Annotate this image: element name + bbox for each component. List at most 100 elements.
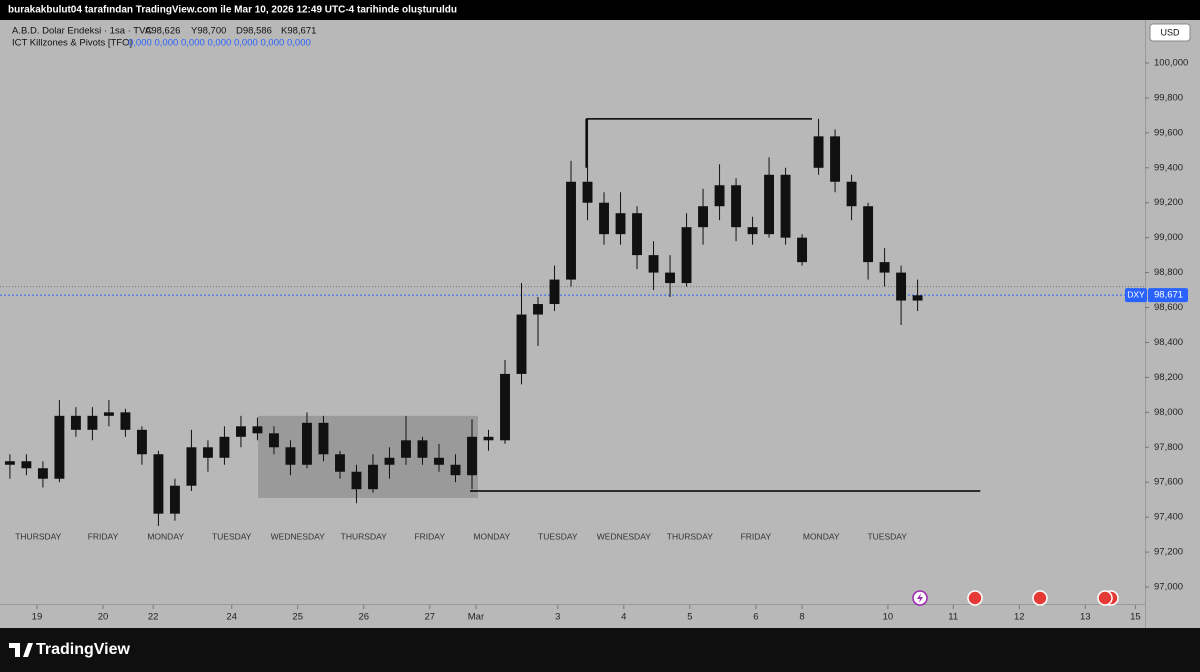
event-icon[interactable] [1097, 590, 1113, 606]
candle-body [500, 373, 510, 441]
session-label: TUESDAY [538, 531, 578, 541]
last-price-text: 98,671 [1154, 290, 1183, 301]
candle-body [368, 464, 378, 490]
indicator-value: 0,000 [208, 38, 232, 49]
y-tick-label: 98,400 [1154, 337, 1183, 348]
candle-body [896, 272, 907, 301]
session-label: FRIDAY [88, 531, 119, 541]
x-tick-label: 22 [148, 612, 159, 623]
x-tick-label: 4 [621, 612, 626, 623]
session-label: THURSDAY [341, 531, 387, 541]
session-label: WEDNESDAY [597, 531, 651, 541]
x-tick-label: 11 [948, 612, 958, 623]
session-label: TUESDAY [867, 531, 907, 541]
candle-body [103, 412, 114, 416]
y-tick-label: 99,000 [1154, 232, 1183, 243]
y-tick-label: 99,400 [1154, 162, 1183, 173]
y-tick-label: 99,800 [1154, 92, 1183, 103]
symbol-tag [1125, 288, 1147, 303]
y-tick-label: 97,800 [1154, 442, 1183, 453]
candle-body [4, 461, 15, 465]
session-label: FRIDAY [414, 531, 445, 541]
x-tick-label: 8 [799, 612, 804, 623]
session-label: MONDAY [147, 531, 184, 541]
session-label: WEDNESDAY [271, 531, 325, 541]
indicator-name[interactable]: ICT Killzones & Pivots [TFO] [12, 38, 132, 49]
candle-body [533, 304, 543, 315]
candle-body [252, 426, 263, 434]
x-tick-label: 5 [687, 612, 692, 623]
session-label: MONDAY [473, 531, 510, 541]
candle-body [599, 202, 609, 235]
candle-body [202, 447, 213, 458]
x-tick-label: 12 [1014, 612, 1025, 623]
x-tick-label: 26 [358, 612, 369, 623]
currency-label: USD [1160, 27, 1180, 37]
ohlc-open: A98,626 [145, 26, 180, 37]
candle-body [681, 227, 692, 284]
legend: A.B.D. Dolar Endeksi · 1sa · TVC A98,626… [12, 26, 316, 49]
candle-body [665, 272, 675, 284]
candle-body [54, 415, 65, 479]
candle-body [384, 457, 395, 465]
indicator-value: 0,000 [181, 38, 205, 49]
indicator-value: 0,000 [155, 38, 179, 49]
x-tick-label: Mar [468, 612, 484, 623]
candle-body [879, 262, 890, 273]
candle-body [318, 422, 329, 455]
y-tick-label: 98,000 [1154, 407, 1183, 418]
candle-body [335, 454, 345, 472]
candle-body [153, 454, 164, 514]
candle-body [169, 485, 180, 514]
x-tick-label: 3 [555, 612, 560, 623]
session-label: THURSDAY [15, 531, 61, 541]
candle-body [87, 415, 98, 430]
session-label: TUESDAY [212, 531, 252, 541]
symbol-tag-text: DXY [1127, 289, 1145, 299]
candle-body [764, 174, 775, 235]
candle-body [912, 295, 923, 301]
event-icons [912, 590, 1119, 606]
event-icon[interactable] [1032, 590, 1048, 606]
candle-body [401, 440, 411, 458]
session-label: FRIDAY [741, 531, 772, 541]
y-tick-label: 98,800 [1154, 267, 1183, 278]
y-tick-label: 100,000 [1154, 57, 1188, 68]
candle-body [813, 136, 824, 168]
x-tick-label: 13 [1080, 612, 1091, 623]
candle-body [632, 213, 642, 256]
bottom-bar [0, 628, 1200, 672]
candle-body [351, 471, 362, 490]
candle-body [136, 429, 147, 455]
candle-body [269, 433, 279, 448]
candle-body [186, 447, 197, 486]
x-tick-label: 20 [98, 612, 109, 623]
candle-body [863, 206, 874, 263]
candle-body [566, 181, 576, 280]
x-tick-label: 15 [1130, 612, 1141, 623]
y-tick-label: 99,600 [1154, 127, 1183, 138]
candle-body [698, 206, 708, 228]
x-tick-label: 6 [753, 612, 758, 623]
session-label: MONDAY [803, 531, 840, 541]
event-icon-glyph [917, 593, 923, 603]
brand-logo [9, 643, 33, 657]
x-tick-label: 19 [32, 612, 43, 623]
y-tick-label: 97,600 [1154, 477, 1183, 488]
currency-button[interactable] [1149, 23, 1191, 42]
candle-body [797, 237, 808, 263]
ohlc-low: D98,586 [236, 26, 272, 37]
candle-body [434, 457, 444, 465]
candle-body [846, 181, 857, 207]
candle-body [120, 412, 131, 430]
plot: 97,000 97,200 97,400 97,600 97,800 98,000 98,2… [0, 57, 1188, 623]
last-price-tag [1148, 288, 1188, 303]
y-tick-label: 98,600 [1154, 302, 1183, 313]
candle-body [714, 185, 725, 207]
brand-name: TradingView [36, 641, 131, 658]
event-icon[interactable] [967, 590, 983, 606]
candle-body [417, 440, 428, 458]
candle-body [21, 461, 32, 469]
